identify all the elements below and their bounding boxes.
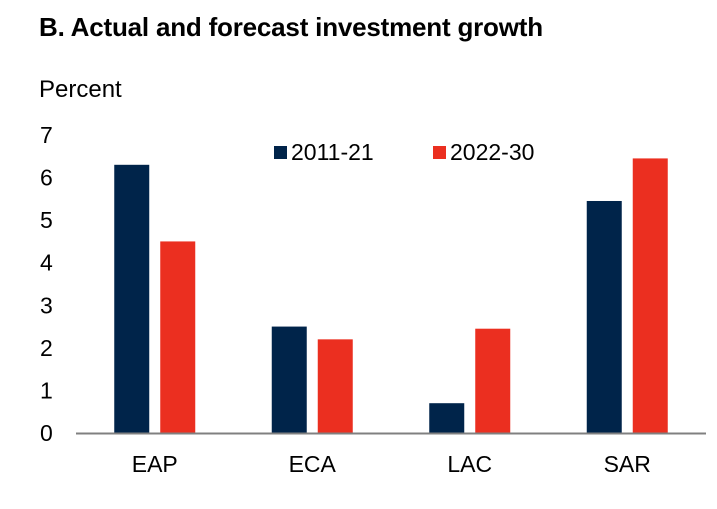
legend-label: 2022-30 xyxy=(450,139,534,165)
legend-swatch-2022-30 xyxy=(433,146,446,159)
bar-sar-2011-21 xyxy=(586,200,622,433)
y-tick-label: 6 xyxy=(40,165,53,191)
y-tick-label: 7 xyxy=(40,122,53,148)
y-tick-label: 0 xyxy=(40,420,53,446)
bar-eca-2022-30 xyxy=(317,339,353,433)
x-tick-label: LAC xyxy=(447,451,492,477)
y-tick-label: 2 xyxy=(40,335,53,361)
y-tick-label: 3 xyxy=(40,292,53,318)
y-axis-label: Percent xyxy=(39,76,122,103)
y-tick-label: 5 xyxy=(40,207,53,233)
bar-lac-2022-30 xyxy=(475,328,511,433)
chart-title: B. Actual and forecast investment growth xyxy=(39,12,543,42)
x-tick-label: EAP xyxy=(132,451,178,477)
x-tick-label: ECA xyxy=(289,451,337,477)
bar-eca-2011-21 xyxy=(271,326,307,433)
y-tick-label: 1 xyxy=(40,377,53,403)
legend-label: 2011-21 xyxy=(291,139,374,165)
legend-swatch-2011-21 xyxy=(274,146,287,159)
bar-eap-2022-30 xyxy=(160,241,196,433)
bar-lac-2011-21 xyxy=(429,403,465,433)
bar-sar-2022-30 xyxy=(632,158,668,433)
x-tick-label: SAR xyxy=(604,451,651,477)
bar-eap-2011-21 xyxy=(114,164,150,434)
y-tick-label: 4 xyxy=(40,250,53,276)
